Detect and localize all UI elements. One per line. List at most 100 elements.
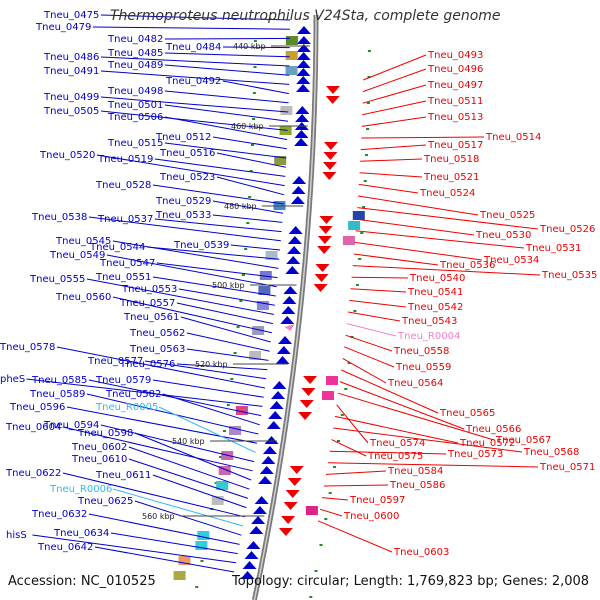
gene-label-left[interactable]: Tneu_0484	[165, 42, 221, 53]
gene-label-right[interactable]: Tneu_0496	[427, 64, 483, 75]
gene-label-right[interactable]: Tneu_0497	[427, 80, 483, 91]
gene-label-right[interactable]: Tneu_0572	[459, 438, 515, 449]
gene-label-left[interactable]: Tneu_0475	[43, 10, 99, 21]
gene-label-right[interactable]: Tneu_0542	[407, 302, 463, 313]
gene-label-left[interactable]: Tneu_0547	[99, 258, 155, 269]
gene-label-left[interactable]: Tneu_0506	[107, 112, 163, 123]
gene-label-right[interactable]: Tneu_0568	[523, 447, 579, 458]
gene-label-right[interactable]: Tneu_0524	[419, 188, 475, 199]
gene-label-left[interactable]: Tneu_0555	[29, 274, 85, 285]
gene-label-right[interactable]: Tneu_0526	[539, 224, 595, 235]
gene-label-right[interactable]: Tneu_0566	[465, 424, 521, 435]
gene-label-right[interactable]: Tneu_0574	[369, 438, 425, 449]
gene-label-right[interactable]: Tneu_0518	[423, 154, 479, 165]
gene-label-right[interactable]: Tneu_0573	[447, 449, 503, 460]
gene-label-left[interactable]: Tneu_R0006	[49, 484, 112, 495]
gene-label-left[interactable]: Tneu_0485	[107, 48, 163, 59]
gene-label-left[interactable]: Tneu_0563	[129, 344, 185, 355]
gene-label-right[interactable]: Tneu_0521	[423, 172, 479, 183]
gene-label-right[interactable]: Tneu_0540	[409, 273, 465, 284]
gene-label-right[interactable]: Tneu_0493	[427, 50, 483, 61]
gene-label-right[interactable]: Tneu_0558	[393, 346, 449, 357]
gene-label-left[interactable]: Tneu_0501	[107, 100, 163, 111]
gene-label-left[interactable]: Tneu_0582	[105, 389, 161, 400]
gene-label-left[interactable]: Tneu_0491	[43, 66, 99, 77]
gene-label-right[interactable]: Tneu_0541	[407, 287, 463, 298]
gene-label-left[interactable]: Tneu_0576	[119, 359, 175, 370]
gene-label-right[interactable]: Tneu_0511	[427, 96, 483, 107]
gene-label-left[interactable]: Tneu_0516	[159, 148, 215, 159]
gene-label-left[interactable]: Tneu_0611	[95, 470, 151, 481]
gene-label-left[interactable]: Tneu_0585	[31, 375, 87, 386]
gene-label-left[interactable]: Tneu_0538	[31, 212, 87, 223]
gene-label-left[interactable]: Tneu_0545	[55, 236, 111, 247]
gene-label-right[interactable]: Tneu_0565	[439, 408, 495, 419]
gene-label-left[interactable]: Tneu_0479	[35, 22, 91, 33]
gene-label-left[interactable]: Tneu_0512	[155, 132, 211, 143]
gene-label-right[interactable]: Tneu_0534	[483, 255, 539, 266]
gene-label-right[interactable]: Tneu_0584	[387, 466, 443, 477]
gene-label-left[interactable]: Tneu_0519	[97, 154, 153, 165]
gene-label-left[interactable]: Tneu_0604	[5, 422, 61, 433]
gene-label-left[interactable]: Tneu_0634	[53, 528, 109, 539]
gene-label-left[interactable]: Tneu_0598	[77, 428, 133, 439]
gene-label-left[interactable]: Tneu_0560	[55, 292, 111, 303]
gene-label-left[interactable]: Tneu_0579	[95, 375, 151, 386]
gene-label-right[interactable]: Tneu_0600	[343, 511, 399, 522]
gene-label-left[interactable]: Tneu_0561	[123, 312, 179, 323]
gene-label-left[interactable]: Tneu_0499	[43, 92, 99, 103]
gene-label-right[interactable]: Tneu_0530	[475, 230, 531, 241]
gene-label-left[interactable]: Tneu_0529	[155, 196, 211, 207]
gene-label-right[interactable]: Tneu_0567	[495, 435, 551, 446]
gene-label-right[interactable]: Tneu_0513	[427, 112, 483, 123]
gene-label-left[interactable]: pheS	[0, 374, 25, 385]
gene-label-left[interactable]: Tneu_0537	[97, 214, 153, 225]
gene-label-left[interactable]: Tneu_0492	[165, 76, 221, 87]
gene-label-left[interactable]: Tneu_0549	[49, 250, 105, 261]
gene-label-left[interactable]: Tneu_0642	[37, 542, 93, 553]
gene-label-right[interactable]: Tneu_0531	[525, 243, 581, 254]
gene-label-left[interactable]: Tneu_0523	[159, 172, 215, 183]
gene-label-right[interactable]: Tneu_0543	[401, 316, 457, 327]
gene-label-left[interactable]: hisS	[6, 530, 27, 541]
gene-label-left[interactable]: Tneu_0482	[107, 34, 163, 45]
gene-label-left[interactable]: Tneu_0602	[71, 442, 127, 453]
gene-label-right[interactable]: Tneu_0586	[389, 480, 445, 491]
gene-label-left[interactable]: Tneu_0553	[121, 284, 177, 295]
gene-label-right[interactable]: Tneu_0564	[387, 378, 443, 389]
gene-label-right[interactable]: Tneu_0575	[367, 451, 423, 462]
gene-label-left[interactable]: Tneu_0578	[0, 342, 55, 353]
gene-label-right[interactable]: Tneu_0517	[427, 140, 483, 151]
gene-label-left[interactable]: Tneu_0505	[43, 106, 99, 117]
gene-label-left[interactable]: Tneu_0577	[87, 356, 143, 367]
gene-label-right[interactable]: Tneu_0603	[393, 547, 449, 558]
gene-label-left[interactable]: Tneu_0622	[5, 468, 61, 479]
gene-label-left[interactable]: Tneu_0520	[39, 150, 95, 161]
gene-label-left[interactable]: Tneu_0610	[71, 454, 127, 465]
gene-label-left[interactable]: Tneu_0489	[107, 60, 163, 71]
gene-label-left[interactable]: Tneu_0551	[95, 272, 151, 283]
gene-label-left[interactable]: Tneu_0557	[119, 298, 175, 309]
gene-label-left[interactable]: Tneu_0498	[107, 86, 163, 97]
gene-label-right[interactable]: Tneu_0514	[485, 132, 541, 143]
gene-label-right[interactable]: Tneu_0597	[349, 495, 405, 506]
gene-label-left[interactable]: Tneu_R0005	[95, 402, 158, 413]
gene-label-left[interactable]: Tneu_0625	[77, 496, 133, 507]
gene-label-right[interactable]: Tneu_0571	[539, 462, 595, 473]
gene-label-left[interactable]: Tneu_0632	[31, 509, 87, 520]
gene-label-right[interactable]: Tneu_0559	[395, 362, 451, 373]
gene-label-left[interactable]: Tneu_0589	[29, 389, 85, 400]
gene-label-left[interactable]: Tneu_0486	[43, 52, 99, 63]
gene-label-left[interactable]: Tneu_0594	[43, 420, 99, 431]
gene-label-left[interactable]: Tneu_0515	[107, 138, 163, 149]
gene-label-right[interactable]: Tneu_0535	[541, 270, 597, 281]
gene-label-left[interactable]: Tneu_0533	[155, 210, 211, 221]
gene-label-right[interactable]: Tneu_R0004	[397, 331, 460, 342]
gene-label-right[interactable]: Tneu_0525	[479, 210, 535, 221]
gene-label-left[interactable]: Tneu_0528	[95, 180, 151, 191]
gene-label-left[interactable]: Tneu_0562	[129, 328, 185, 339]
gene-label-right[interactable]: Tneu_0536	[439, 260, 495, 271]
gene-label-left[interactable]: Tneu_0544	[89, 242, 145, 253]
gene-label-left[interactable]: Tneu_0596	[9, 402, 65, 413]
gene-label-left[interactable]: Tneu_0539	[173, 240, 229, 251]
